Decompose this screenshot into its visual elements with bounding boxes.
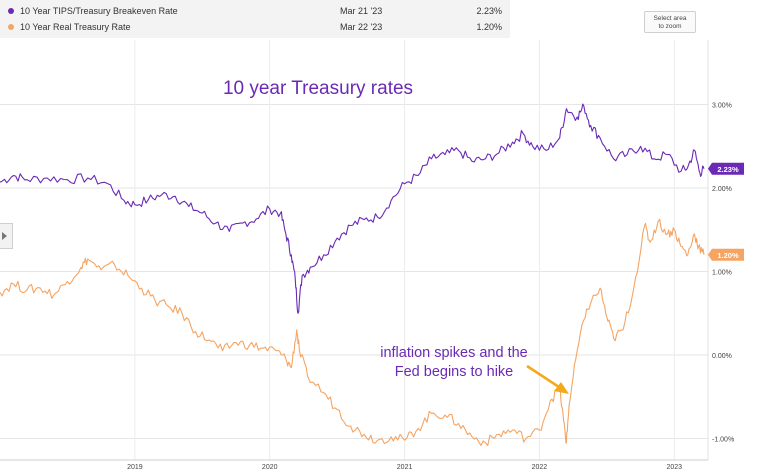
end-value-flag	[708, 248, 744, 261]
y-tick-label: 3.00%	[712, 103, 732, 110]
end-labels: 2.23% 1.20%	[708, 162, 744, 261]
annotation-line: inflation spikes and the	[380, 345, 528, 361]
annotation-text: inflation spikes and the Fed begins to hi…	[380, 345, 528, 380]
x-tick-label: 2021	[397, 464, 413, 471]
end-value-flag	[708, 162, 744, 175]
legend-dot-real-rate	[8, 24, 14, 30]
legend-dot-breakeven	[8, 8, 14, 14]
legend-date: Mar 22 '23	[340, 22, 383, 32]
legend-value: 1.20%	[476, 22, 502, 32]
x-tick-label: 2020	[262, 464, 278, 471]
legend-name: 10 Year TIPS/Treasury Breakeven Rate	[20, 6, 178, 16]
y-tick-label: 2.00%	[712, 186, 732, 193]
y-tick-label: 1.00%	[712, 270, 732, 277]
real-rate-line	[0, 218, 705, 447]
side-panel-toggle[interactable]	[0, 223, 13, 249]
caret-right-icon	[2, 232, 7, 240]
x-tick-label: 2023	[666, 464, 682, 471]
legend-name: 10 Year Real Treasury Rate	[20, 22, 131, 32]
annotation-line: Fed begins to hike	[395, 364, 514, 380]
zoom-button-line1: Select area	[653, 15, 687, 22]
annotation-arrow	[526, 364, 569, 394]
zoom-button-line2: to zoom	[658, 23, 682, 30]
end-value-label: 2.23%	[717, 165, 739, 174]
legend-value: 2.23%	[476, 6, 502, 16]
x-tick-label: 2019	[127, 464, 143, 471]
chart-title: 10 year Treasury rates	[223, 78, 413, 99]
y-tick-label: 0.00%	[712, 353, 732, 360]
legend-date: Mar 21 '23	[340, 6, 383, 16]
series-lines	[0, 103, 705, 447]
legend-panel: 10 Year TIPS/Treasury Breakeven Rate Mar…	[0, 0, 510, 38]
x-tick-label: 2022	[532, 464, 548, 471]
axis-ticks: 3.00% 2.00% 1.00% 0.00% -1.00% 2019 2020 2021 20…	[127, 103, 734, 472]
legend-row-real-rate[interactable]: 10 Year Real Treasury Rate Mar 22 '23 1.…	[0, 18, 510, 36]
end-value-label: 1.20%	[717, 251, 739, 260]
legend-row-breakeven[interactable]: 10 Year TIPS/Treasury Breakeven Rate Mar…	[0, 2, 510, 20]
select-area-zoom-button[interactable]: Select area to zoom	[644, 11, 696, 33]
gridlines	[0, 40, 709, 461]
y-tick-label: -1.00%	[712, 437, 734, 444]
breakeven-rate-line	[0, 103, 705, 314]
